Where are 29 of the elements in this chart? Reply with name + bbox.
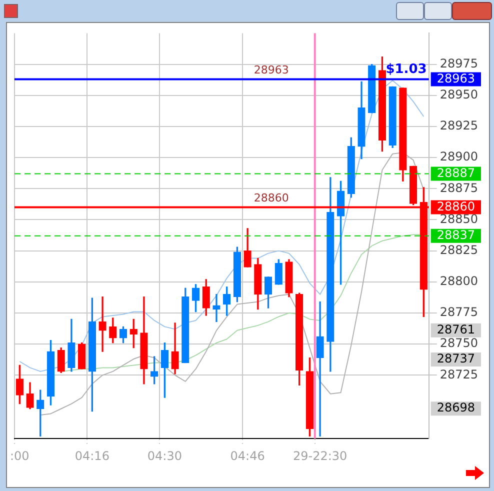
x-tick-label: 04:30 bbox=[147, 448, 182, 463]
candlestick bbox=[316, 301, 324, 436]
candlestick bbox=[212, 294, 220, 322]
x-tick-label: 04:16 bbox=[74, 448, 110, 463]
y-tick-label: 28750 bbox=[440, 336, 478, 350]
text: 28737 bbox=[436, 352, 476, 366]
candlestick bbox=[98, 296, 106, 352]
y-tick-label: 28925 bbox=[440, 118, 478, 133]
y-tick-label: 28950 bbox=[440, 88, 478, 102]
y-tick-label: 28725 bbox=[440, 367, 478, 382]
y-tick-label: 28900 bbox=[440, 150, 478, 164]
annotation: 28860 bbox=[254, 192, 289, 205]
ref-line-label: 28963 bbox=[436, 71, 476, 86]
x-tick-label: 04:46 bbox=[230, 448, 265, 463]
ref-line-label: 28860 bbox=[436, 199, 476, 214]
x-tick-label: 29-22:30 bbox=[292, 448, 348, 463]
text: 28761 bbox=[436, 322, 476, 336]
annotation: 28963 bbox=[254, 64, 289, 77]
y-tick-label: 28975 bbox=[440, 56, 478, 70]
y-tick-label: 28800 bbox=[440, 274, 478, 288]
y-tick-label: 28775 bbox=[440, 305, 478, 320]
y-tick-label: 28875 bbox=[440, 180, 478, 195]
text: 28698 bbox=[436, 400, 476, 415]
ref-line-label: 28887 bbox=[436, 166, 476, 180]
y-tick-label: 28825 bbox=[440, 242, 478, 257]
annotation: $1.03 bbox=[386, 62, 427, 78]
y-tick-label: 28850 bbox=[440, 212, 478, 226]
ref-line-label: 28837 bbox=[436, 228, 476, 242]
x-tick-label: :00 bbox=[10, 448, 30, 463]
